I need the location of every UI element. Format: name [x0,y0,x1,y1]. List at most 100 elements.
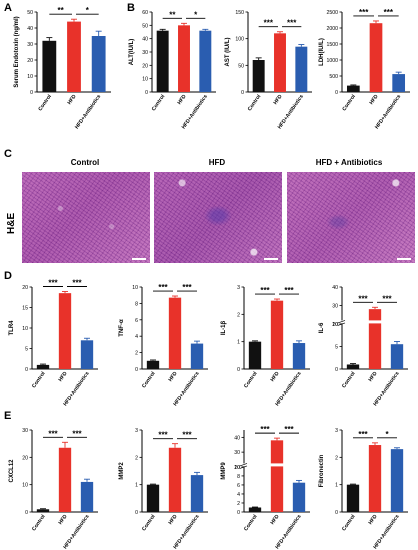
significance-label: ** [58,6,65,15]
bar-control [346,364,360,369]
bar-hfd [168,447,182,512]
significance-label: *** [72,279,82,288]
category-label: Control [141,513,157,532]
significance-label: *** [48,429,58,438]
y-tick-label: 20 [22,455,28,461]
panel-label-c: C [4,148,12,160]
panel-label-e: E [4,410,12,422]
bar-break-gap [269,463,285,467]
category-label: Control [141,370,157,389]
bar-hfd [58,293,72,369]
y-tick-label: 10 [332,322,338,328]
y-axis-label: Serum Endotoxin (ng/ml) [14,16,20,87]
bar-hfd [58,447,72,512]
y-tick-label: 30 [142,50,148,56]
category-label: Control [243,513,259,532]
bar-control [346,484,360,512]
bar-hfd-antibiotics [80,481,94,512]
panel-label-d: D [4,270,12,282]
y-axis-label: AST (IU/L) [225,38,231,67]
he-title-control: Control [70,158,100,167]
axis-break-mark [239,463,248,467]
significance-label: *** [384,8,394,17]
y-tick-label: 8 [135,301,138,307]
panel-label-a: A [4,2,12,14]
category-label: HFD [368,514,379,526]
category-label: Control [37,93,53,112]
y-tick-label: 50 [142,23,148,29]
scale-bar [397,258,411,260]
bar-hfd-antibiotics [199,30,212,93]
category-label: Control [341,93,357,112]
significance-label: *** [358,294,368,303]
y-tick-label: 30 [27,42,33,48]
he-image-control [22,172,150,263]
y-tick-label: 10 [22,326,28,332]
bar-control [42,40,57,92]
y-tick-label: 0 [145,90,148,96]
y-axis-label: TNF-α [119,319,125,337]
category-label: HFD [168,371,179,383]
bar-hfd-antibiotics [80,340,94,369]
y-tick-label: 2 [237,501,240,507]
y-tick-label: 0 [335,367,338,373]
y-tick-label: 5 [335,344,338,350]
category-label: HFD [177,94,188,106]
category-label: HFD [270,514,281,526]
significance-label: *** [182,283,192,292]
y-axis-label: Fibronectin [319,454,325,487]
bar-break-gap [367,320,383,324]
bar-hfd-antibiotics [295,46,308,92]
significance-label: *** [260,286,270,295]
category-label: HFD+Antibiotics [74,94,102,131]
axis-break-mark [337,320,346,324]
y-tick-label: 0 [135,510,138,516]
y-axis-label: IL-6 [319,322,325,333]
y-tick-label: 150 [235,10,244,16]
y-axis-label: ALT(IU/L) [129,39,135,66]
y-tick-label: 40 [234,435,240,441]
y-tick-label: 20 [142,63,148,69]
significance-label: *** [284,425,294,434]
bar-hfd [369,23,383,93]
y-tick-label: 6 [237,483,240,489]
axis-break-mark [239,465,248,469]
y-tick-label: 5 [25,347,28,353]
significance-label: *** [264,19,274,28]
y-tick-label: 2 [237,312,240,318]
y-tick-label: 1 [237,340,240,346]
bar-control [146,484,160,512]
y-tick-label: 1000 [326,58,338,64]
y-tick-label: 2000 [326,26,338,32]
axis-break-gap [240,463,248,467]
y-tick-label: 10 [234,465,240,471]
y-tick-label: 10 [27,74,33,80]
y-tick-label: 100 [235,37,244,43]
y-tick-label: 20 [332,322,338,328]
y-tick-label: 8 [237,474,240,480]
bar-hfd-antibiotics [392,74,406,92]
significance-label: * [194,10,198,19]
y-tick-label: 1500 [326,42,338,48]
y-tick-label: 0 [237,367,240,373]
y-tick-label: 10 [22,483,28,489]
bar-hfd-antibiotics [390,344,404,369]
category-label: Control [243,370,259,389]
category-label: HFD [273,94,284,106]
bar-hfd [67,21,81,93]
y-tick-label: 0 [335,90,338,96]
y-tick-label: 30 [234,450,240,456]
he-image-hfd-antibiotics [287,172,415,263]
bar-control [252,60,265,92]
y-axis-label: MMP2 [119,462,125,480]
y-tick-label: 2 [335,455,338,461]
y-tick-label: 30 [332,303,338,309]
significance-label: *** [284,286,294,295]
significance-label: *** [382,294,392,303]
significance-label: *** [260,425,270,434]
y-tick-label: 1 [135,483,138,489]
y-axis-label: IL-1β [221,321,227,336]
